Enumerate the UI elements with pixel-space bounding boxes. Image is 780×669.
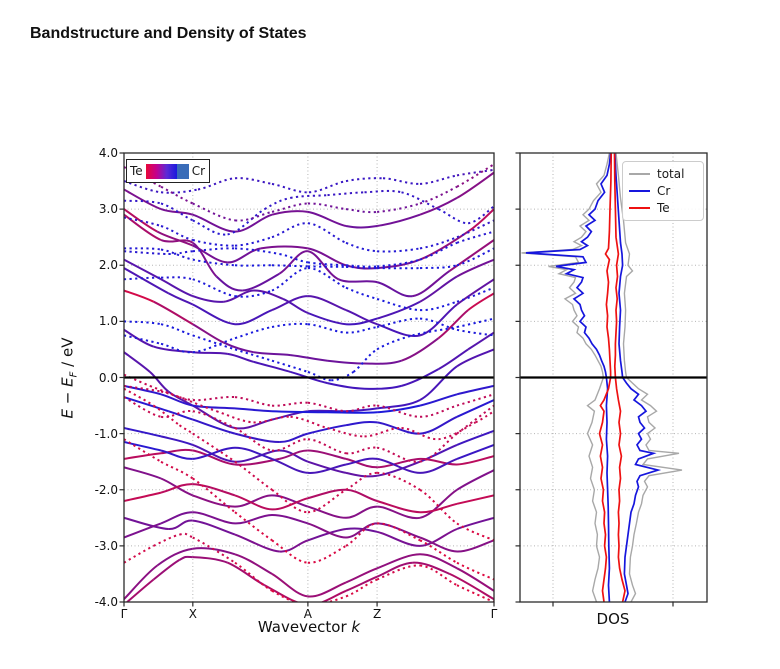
legend-label-total: total	[657, 166, 685, 181]
y-tick-label: -2.0	[94, 482, 118, 497]
colorbar-gradient	[145, 163, 177, 179]
page-title: Bandstructure and Density of States	[30, 25, 307, 42]
xlabel-text: Wavevector	[257, 618, 352, 636]
dos-legend: total Cr Te	[622, 161, 704, 221]
legend-entry-cr: Cr	[629, 184, 697, 198]
xlabel-k: k	[351, 618, 361, 636]
y-tick-label: 3.0	[98, 202, 118, 217]
dos-curve-total-left	[521, 153, 611, 602]
legend-label-cr: Cr	[657, 183, 671, 198]
dos-curve-Te-left	[598, 153, 613, 602]
band-x-axis-label: Wavevector k	[258, 618, 360, 636]
band-colorbar-legend: Te Cr	[126, 159, 210, 183]
colorbar-end-block	[176, 163, 189, 179]
y-tick-label: -4.0	[94, 595, 118, 609]
colorbar-left-label: Te	[130, 164, 143, 178]
legend-entry-total: total	[629, 167, 697, 181]
ylabel-unit: / eV	[58, 337, 77, 372]
colorbar-right-label: Cr	[191, 164, 205, 178]
y-tick-label: 2.0	[98, 258, 118, 273]
dos-curve-Cr-right	[613, 153, 662, 602]
x-tick-label: Γ	[490, 607, 498, 621]
y-tick-label: 0.0	[98, 370, 118, 385]
ylabel-minus: −	[58, 386, 77, 409]
total-line-swatch	[629, 172, 650, 175]
dos-curve-Te-right	[613, 153, 626, 602]
band-lines	[124, 163, 494, 602]
x-tick-label: Γ	[120, 607, 128, 621]
dos-curve-Cr-left	[525, 153, 612, 602]
y-tick-label: -3.0	[94, 538, 118, 553]
ylabel-EF: E	[58, 377, 77, 387]
tick-marks	[119, 152, 674, 607]
x-tick-label: A	[303, 607, 312, 621]
y-tick-label: 4.0	[98, 146, 118, 160]
dos-curves	[521, 153, 683, 602]
ylabel-E: E	[58, 408, 77, 419]
dos-curve-total-right	[615, 153, 683, 602]
y-tick-label: -1.0	[94, 426, 118, 441]
legend-label-te: Te	[657, 201, 670, 216]
cr-line-swatch	[629, 189, 650, 192]
y-tick-label: 1.0	[98, 314, 118, 329]
te-line-swatch	[629, 207, 650, 210]
legend-entry-te: Te	[629, 201, 697, 215]
x-tick-label: Z	[372, 607, 382, 621]
dos-x-axis-label: DOS	[596, 610, 630, 628]
x-tick-label: X	[188, 607, 197, 621]
te-cr-colorbar	[145, 163, 189, 179]
